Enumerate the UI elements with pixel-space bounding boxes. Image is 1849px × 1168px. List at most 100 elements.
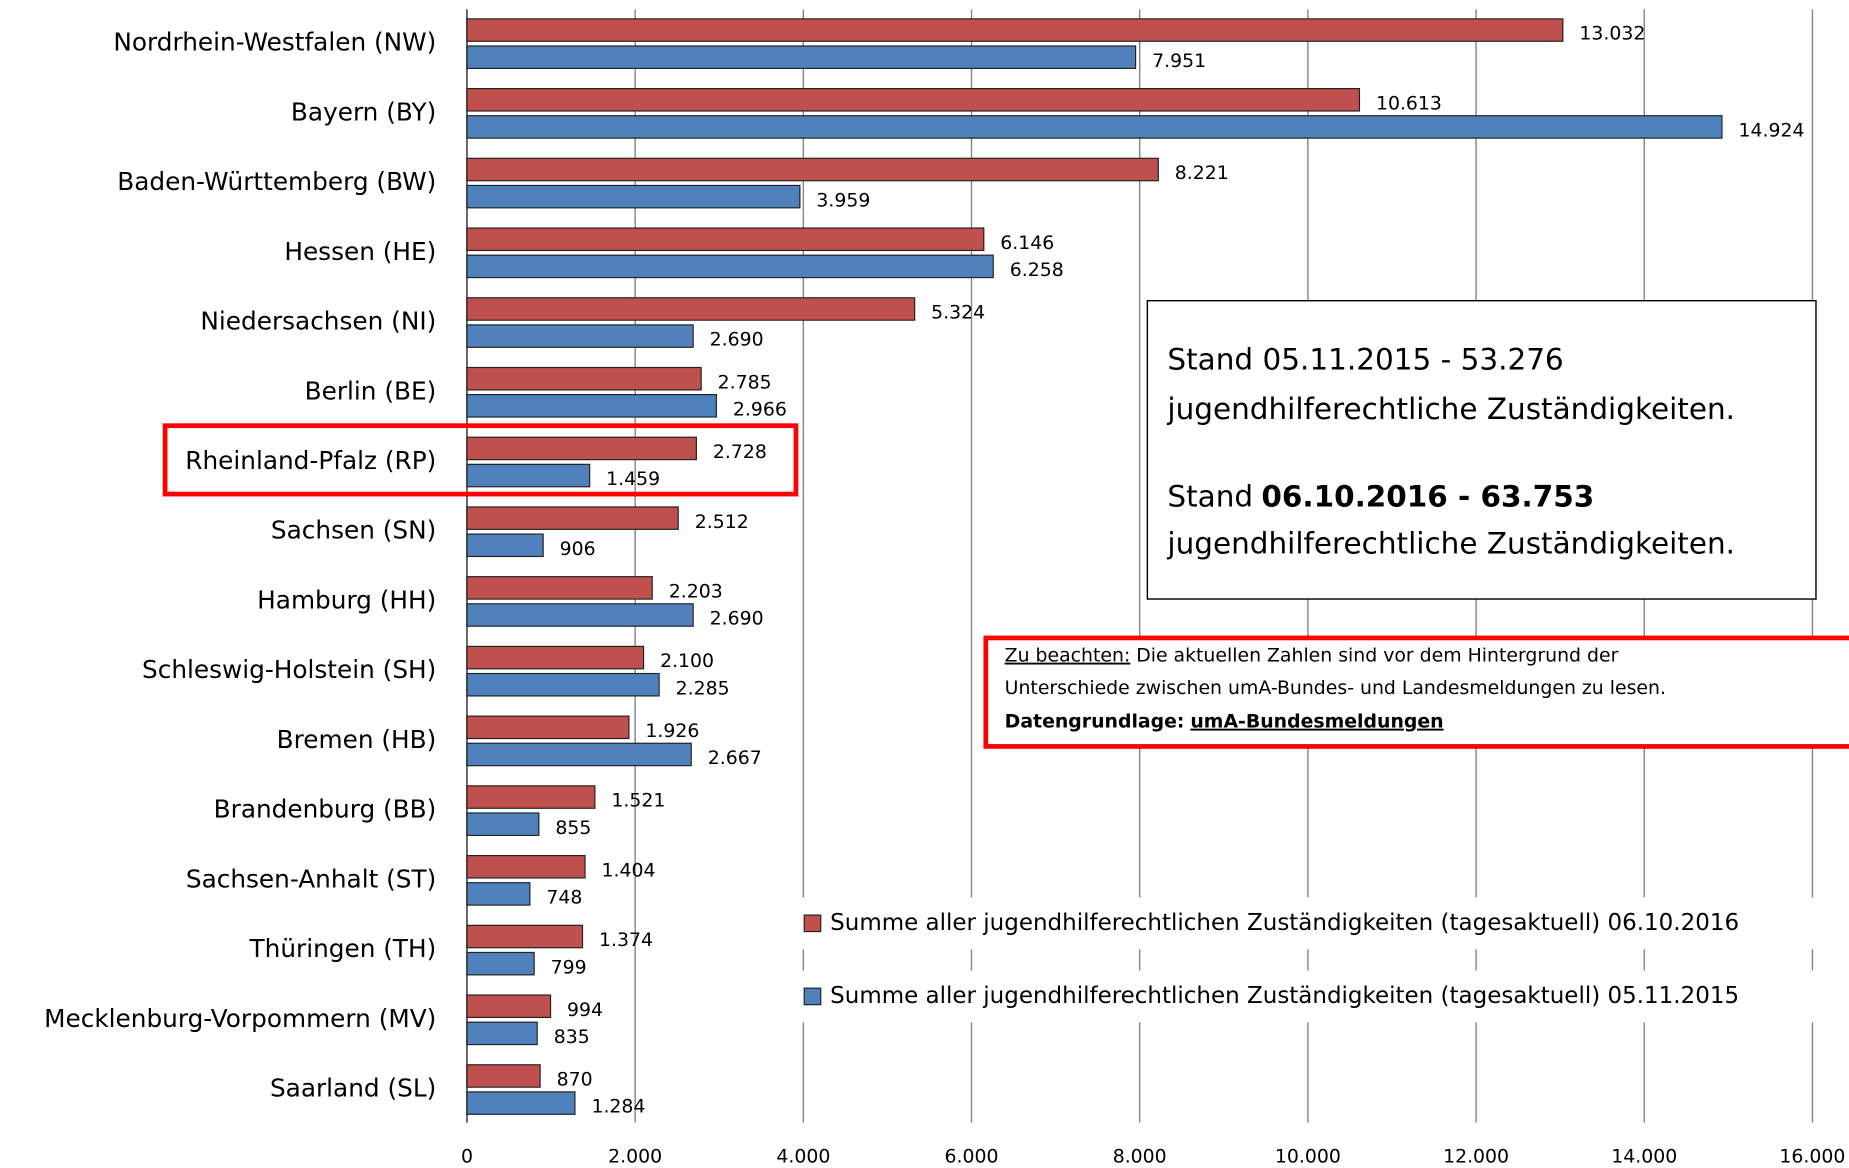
value-label: 2.690 [710, 329, 764, 351]
bar [466, 88, 1361, 112]
bar [466, 436, 697, 461]
x-tick-label: 6.000 [945, 1145, 999, 1167]
x-tick-label: 0 [461, 1145, 473, 1167]
value-label: 906 [560, 538, 596, 560]
note-line: Zu beachten: Die aktuellen Zahlen sind vo… [1005, 644, 1619, 666]
value-label: 855 [555, 817, 591, 839]
bar [466, 603, 694, 627]
x-tick-label: 12.000 [1443, 1145, 1509, 1167]
value-label: 14.924 [1738, 120, 1804, 142]
category-label: Bayern (BY) [291, 97, 436, 126]
bar [466, 951, 535, 976]
category-label: Bremen (HB) [277, 725, 437, 754]
bar [466, 45, 1137, 69]
category-label: Mecklenburg-Vorpommern (MV) [44, 1004, 436, 1033]
bar [466, 533, 544, 558]
text-box-line: Stand 05.11.2015 - 53.276 [1167, 342, 1563, 376]
category-label: Hessen (HE) [284, 237, 436, 266]
category-label: Sachsen-Anhalt (ST) [186, 864, 436, 893]
bar [466, 297, 916, 321]
bar [466, 1064, 541, 1088]
value-label: 2.512 [695, 511, 749, 533]
value-label: 1.459 [606, 468, 660, 490]
x-tick-label: 16.000 [1779, 1145, 1845, 1167]
bar [466, 882, 531, 906]
note-bold: Datengrundlage: [1005, 710, 1185, 732]
value-label: 10.613 [1376, 92, 1442, 114]
value-label: 6.146 [1000, 232, 1054, 254]
text-box-bold: 06.10.2016 - 63.753 [1261, 479, 1594, 513]
bar [466, 254, 994, 279]
note-box [983, 635, 1849, 749]
category-label: Berlin (BE) [305, 376, 437, 405]
legend: Summe aller jugendhilferechtlichen Zustä… [792, 897, 1849, 1023]
bar [466, 576, 653, 600]
bar [466, 463, 591, 488]
value-label: 2.667 [708, 747, 762, 769]
value-label: 13.032 [1579, 23, 1645, 45]
value-label: 8.221 [1175, 162, 1229, 184]
bar [466, 715, 630, 740]
text-box-prefix: Stand [1167, 479, 1253, 513]
text-box-line: jugendhilferechtliche Zuständigkeiten. [1166, 526, 1735, 560]
legend-bg [792, 970, 1849, 1023]
category-label: Saarland (SL) [270, 1074, 436, 1103]
bar [466, 18, 1564, 42]
highlight-box [162, 423, 799, 497]
value-label: 2.966 [733, 398, 787, 420]
value-label: 5.324 [931, 302, 985, 324]
value-label: 835 [554, 1026, 590, 1048]
x-tick-label: 8.000 [1113, 1145, 1167, 1167]
category-label: Thüringen (TH) [249, 934, 437, 963]
note-underlined: Zu beachten: [1005, 644, 1131, 666]
x-tick-label: 4.000 [776, 1145, 830, 1167]
note-text: Die aktuellen Zahlen sind vor dem Hinter… [1136, 644, 1618, 666]
bars: Nordrhein-Westfalen (NW) 13.032 7.951 Bayer… [44, 18, 1804, 1118]
bar [466, 157, 1159, 182]
value-label: 2.100 [660, 650, 714, 672]
value-label: 799 [551, 956, 587, 978]
bar [466, 184, 801, 209]
bar [466, 994, 552, 1019]
bar [466, 785, 596, 809]
category-label: Brandenburg (BB) [214, 795, 437, 824]
x-tick-label: 10.000 [1275, 1145, 1341, 1167]
text-box [1146, 299, 1817, 600]
value-label: 1.926 [645, 720, 699, 742]
value-label: 870 [557, 1069, 593, 1091]
bar [466, 115, 1723, 139]
value-label: 6.258 [1010, 259, 1064, 281]
value-label: 994 [567, 999, 603, 1021]
category-label: Nordrhein-Westfalen (NW) [113, 28, 436, 57]
bar [466, 854, 586, 879]
bar [466, 742, 692, 767]
bar [466, 645, 645, 670]
category-label: Baden-Württemberg (BW) [117, 167, 436, 196]
bar [466, 394, 717, 418]
category-label: Schleswig-Holstein (SH) [142, 655, 436, 684]
value-label: 1.404 [602, 859, 656, 881]
legend-label: Summe aller jugendhilferechtlichen Zustä… [830, 910, 1739, 936]
note-line: Unterschiede zwischen umA-Bundes- und La… [1005, 677, 1666, 699]
bar [466, 1091, 576, 1115]
value-label: 7.951 [1152, 50, 1206, 72]
bar [466, 324, 694, 348]
legend-bg [792, 897, 1849, 950]
note-bold-underlined: umA-Bundesmeldungen [1190, 710, 1443, 732]
value-label: 1.374 [599, 929, 653, 951]
value-label: 2.785 [718, 371, 772, 393]
bar [466, 227, 985, 252]
legend-swatch [803, 914, 822, 933]
value-label: 748 [546, 887, 582, 909]
bar [466, 506, 679, 530]
value-label: 1.284 [591, 1096, 645, 1118]
value-label: 1.521 [611, 790, 665, 812]
category-label: Rheinland-Pfalz (RP) [185, 446, 436, 475]
category-label: Hamburg (HH) [257, 585, 436, 614]
bar [466, 366, 702, 391]
bar [466, 924, 584, 949]
category-label: Niedersachsen (NI) [200, 307, 436, 336]
value-label: 2.203 [669, 581, 723, 603]
note-line: Datengrundlage: umA-Bundesmeldungen [1005, 710, 1444, 732]
legend-label: Summe aller jugendhilferechtlichen Zustä… [830, 983, 1739, 1009]
